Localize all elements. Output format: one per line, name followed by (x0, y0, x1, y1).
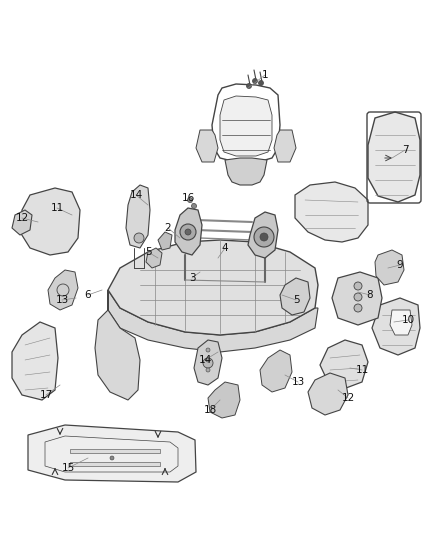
Circle shape (203, 358, 213, 368)
Polygon shape (194, 340, 222, 385)
Circle shape (185, 229, 191, 235)
Polygon shape (126, 185, 150, 248)
Text: 12: 12 (15, 213, 28, 223)
Text: 16: 16 (181, 193, 194, 203)
Polygon shape (320, 340, 368, 388)
Circle shape (191, 204, 197, 208)
Circle shape (354, 293, 362, 301)
Text: 14: 14 (198, 355, 212, 365)
Text: 3: 3 (189, 273, 195, 283)
Circle shape (258, 80, 264, 85)
Text: 13: 13 (291, 377, 304, 387)
Circle shape (180, 224, 196, 240)
Circle shape (354, 304, 362, 312)
Circle shape (254, 227, 274, 247)
Circle shape (187, 198, 192, 203)
Polygon shape (295, 182, 368, 242)
Circle shape (260, 233, 268, 241)
Polygon shape (248, 212, 278, 258)
Polygon shape (280, 278, 310, 315)
Text: 14: 14 (129, 190, 143, 200)
Text: 10: 10 (402, 315, 414, 325)
Polygon shape (368, 112, 420, 202)
Text: 8: 8 (367, 290, 373, 300)
Text: 18: 18 (203, 405, 217, 415)
Polygon shape (12, 322, 58, 400)
Polygon shape (28, 425, 196, 482)
Text: 15: 15 (61, 463, 74, 473)
Polygon shape (12, 210, 32, 235)
Circle shape (206, 348, 210, 352)
Polygon shape (48, 270, 78, 310)
Circle shape (206, 368, 210, 372)
Text: 4: 4 (222, 243, 228, 253)
Polygon shape (274, 130, 296, 162)
Polygon shape (220, 96, 272, 156)
Polygon shape (196, 130, 218, 162)
Polygon shape (158, 232, 172, 250)
Polygon shape (108, 290, 318, 352)
Polygon shape (146, 248, 162, 268)
Circle shape (134, 233, 144, 243)
Polygon shape (225, 158, 267, 185)
Text: 9: 9 (397, 260, 403, 270)
Polygon shape (70, 449, 160, 453)
Circle shape (252, 78, 258, 84)
Polygon shape (175, 208, 202, 255)
Text: 7: 7 (402, 145, 408, 155)
Text: 12: 12 (341, 393, 355, 403)
Polygon shape (390, 310, 412, 335)
Text: 5: 5 (293, 295, 299, 305)
Text: 13: 13 (55, 295, 69, 305)
Text: 11: 11 (355, 365, 369, 375)
Text: 11: 11 (50, 203, 64, 213)
Polygon shape (260, 350, 292, 392)
Polygon shape (95, 290, 140, 400)
Polygon shape (70, 462, 160, 466)
Polygon shape (332, 272, 382, 325)
Polygon shape (208, 382, 240, 418)
Circle shape (354, 282, 362, 290)
Polygon shape (20, 188, 80, 255)
Text: 5: 5 (145, 247, 151, 257)
Circle shape (206, 358, 210, 362)
Polygon shape (375, 250, 404, 285)
Text: 1: 1 (261, 70, 268, 80)
Text: 17: 17 (39, 390, 53, 400)
Polygon shape (108, 240, 318, 335)
Text: 2: 2 (165, 223, 171, 233)
Text: 6: 6 (85, 290, 91, 300)
Circle shape (110, 456, 114, 460)
Circle shape (247, 84, 251, 88)
Polygon shape (372, 298, 420, 355)
Polygon shape (308, 373, 348, 415)
